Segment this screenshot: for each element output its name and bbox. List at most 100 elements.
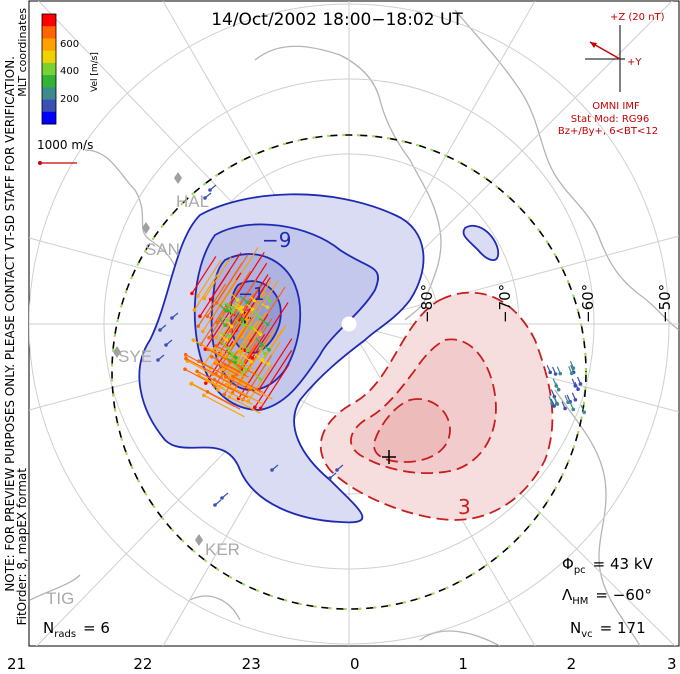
velocity-vector-origin (158, 328, 162, 332)
velocity-vector-origin (257, 314, 262, 319)
velocity-vector (197, 259, 222, 297)
velocity-vector-origin (184, 356, 188, 361)
velocity-vector-origin (223, 308, 228, 313)
station-markers (113, 172, 203, 546)
velocity-vector (215, 316, 253, 375)
colorbar-band (42, 50, 56, 64)
velocity-vector-origin (202, 393, 206, 398)
velocity-vector-origin (198, 314, 202, 319)
velocity-vector (224, 364, 249, 378)
velocity-vector (191, 256, 217, 294)
velocity-vector-origin (231, 352, 235, 356)
station-marker-ker (195, 534, 203, 546)
lat-label: −80° (418, 284, 436, 323)
velocity-vector-origin (223, 323, 227, 328)
station-label-tig: TIG (46, 589, 74, 608)
velocity-vector-origin (245, 300, 250, 305)
velocity-vector (208, 303, 232, 339)
velocity-vector-origin (249, 325, 254, 330)
velocity-vector (215, 362, 240, 377)
coastline (554, 389, 641, 646)
station-marker-sye (113, 346, 121, 358)
mlt-tick-label: 23 (242, 655, 261, 673)
velocity-vector (206, 262, 243, 317)
velocity-vector-origin (190, 291, 194, 296)
coastline (454, 9, 679, 331)
velocity-vector-origin (226, 346, 231, 351)
velocity-vector-origin (244, 317, 248, 321)
velocity-vector-origin (203, 347, 208, 351)
station-label-san: SAN (145, 240, 180, 259)
velocity-vector-origin (203, 196, 207, 200)
colorbar-band (42, 14, 56, 27)
velocity-vector-origin (205, 390, 210, 394)
velocity-vector (233, 318, 273, 378)
contour-island (462, 225, 500, 262)
velocity-vector (216, 361, 246, 379)
velocity-vector-origin (270, 468, 274, 472)
velocity-vector-origin (164, 343, 168, 347)
imf-model: Stat Mod: RG96 (571, 114, 650, 125)
coastline (254, 45, 442, 321)
colorbar-band (42, 62, 56, 76)
velocity-vector-origin (183, 352, 188, 357)
velocity-vector-origin (260, 357, 265, 362)
velocity-vector (231, 349, 261, 394)
velocity-vector-origin (234, 355, 238, 360)
imf-z-label: +Z (20 nT) (610, 12, 665, 23)
velocity-vector-origin (263, 351, 267, 356)
velocity-vector (254, 350, 293, 408)
velocity-vector (225, 376, 262, 396)
velocity-vector-origin (219, 367, 224, 372)
velocity-vector (231, 292, 267, 346)
velocity-vector-origin (240, 318, 245, 322)
colorbar-band (42, 111, 56, 125)
velocity-vector-origin (192, 308, 197, 312)
velocity-vector-origin (258, 377, 263, 382)
colorbar-band (42, 75, 56, 88)
mlt-tick-label: 2 (567, 655, 577, 673)
velocity-vector-origin (202, 296, 207, 301)
velocity-vector-origin (548, 370, 552, 375)
velocity-vector-origin (554, 384, 559, 388)
coastline (29, 574, 501, 646)
lat-label: −50° (656, 284, 674, 323)
velocity-vector (198, 374, 224, 389)
velocity-vector-origin (235, 298, 240, 302)
mlt-tick-label: 3 (667, 655, 677, 673)
side-note-fitorder: FitOrder: 8, mapEX format (15, 468, 29, 626)
velocity-vector-origin (242, 348, 247, 353)
velocity-vector-origin (225, 318, 230, 323)
velocity-vector-origin (252, 298, 257, 303)
velocity-vector-origin (229, 324, 234, 329)
velocity-vector (187, 360, 218, 378)
velocity-vector-origin (243, 367, 248, 372)
imf-conditions: Bz+/By+, 6<BT<12 (558, 126, 658, 137)
velocity-vector-origin (183, 367, 187, 372)
velocity-vector (225, 251, 265, 311)
velocity-vector-origin (233, 360, 237, 365)
velocity-vector-origin (573, 397, 578, 402)
mlt-tick-label: 21 (7, 655, 26, 673)
hm-boundary-dots (111, 134, 587, 610)
velocity-vector (245, 328, 284, 386)
imf-dial: +Z (20 nT) +Y OMNI IMF Stat Mod: RG96 Bz… (558, 12, 665, 137)
velocity-vector-origin (210, 354, 214, 359)
velocity-vector-origin (230, 305, 235, 310)
colorbar-tick: 400 (60, 66, 79, 77)
velocity-vector (245, 280, 272, 320)
velocity-vector (258, 317, 269, 325)
chart-title: 14/Oct/2002 18:00−18:02 UT (211, 10, 463, 30)
station-label-ker: KER (205, 540, 240, 559)
velocity-vector-origin (571, 366, 576, 370)
colorbar-band (42, 38, 56, 52)
colorbar: 600 400 200 Vel [m/s] (41, 13, 100, 125)
velocity-vector (193, 273, 219, 311)
station-label-hal: HAL (176, 192, 209, 211)
contour-label: −9 (262, 228, 291, 252)
velocity-vector (213, 312, 240, 352)
velocity-vector (230, 285, 261, 332)
velocity-vector-origin (266, 362, 271, 366)
velocity-vector-origin (265, 322, 270, 327)
velocity-vector (214, 379, 249, 399)
